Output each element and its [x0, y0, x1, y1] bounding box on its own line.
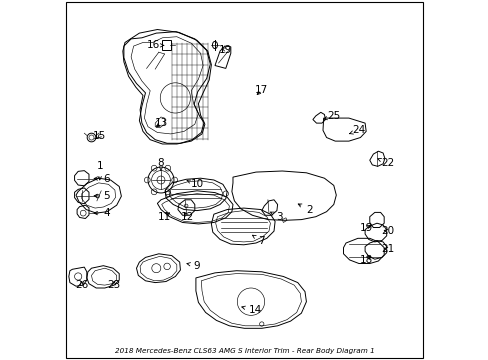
Text: 19: 19: [219, 45, 232, 55]
Text: 8: 8: [157, 158, 164, 171]
Text: 9: 9: [186, 261, 200, 271]
Text: 6: 6: [94, 174, 110, 184]
Text: 10: 10: [186, 179, 203, 189]
Text: 3: 3: [270, 212, 283, 222]
Text: 26: 26: [75, 280, 88, 290]
Text: 7: 7: [252, 235, 264, 246]
Text: 17: 17: [255, 85, 268, 95]
Text: 4: 4: [94, 208, 110, 218]
Text: 21: 21: [380, 244, 394, 254]
Text: 16: 16: [147, 40, 163, 50]
Text: 25: 25: [323, 111, 340, 121]
Text: 20: 20: [381, 226, 393, 236]
Text: 2: 2: [298, 204, 312, 215]
Text: 19: 19: [359, 222, 372, 233]
Text: 24: 24: [349, 125, 365, 135]
Text: 23: 23: [107, 280, 121, 290]
Text: 15: 15: [93, 131, 106, 141]
Text: 11: 11: [158, 212, 171, 222]
Text: 5: 5: [94, 191, 110, 201]
Text: 1: 1: [96, 161, 103, 180]
Text: 2018 Mercedes-Benz CLS63 AMG S Interior Trim - Rear Body Diagram 1: 2018 Mercedes-Benz CLS63 AMG S Interior …: [114, 348, 374, 354]
Text: 12: 12: [181, 212, 194, 222]
Text: 22: 22: [377, 158, 394, 168]
Text: 18: 18: [359, 255, 372, 265]
Text: 14: 14: [241, 305, 262, 315]
Text: 13: 13: [154, 118, 167, 128]
